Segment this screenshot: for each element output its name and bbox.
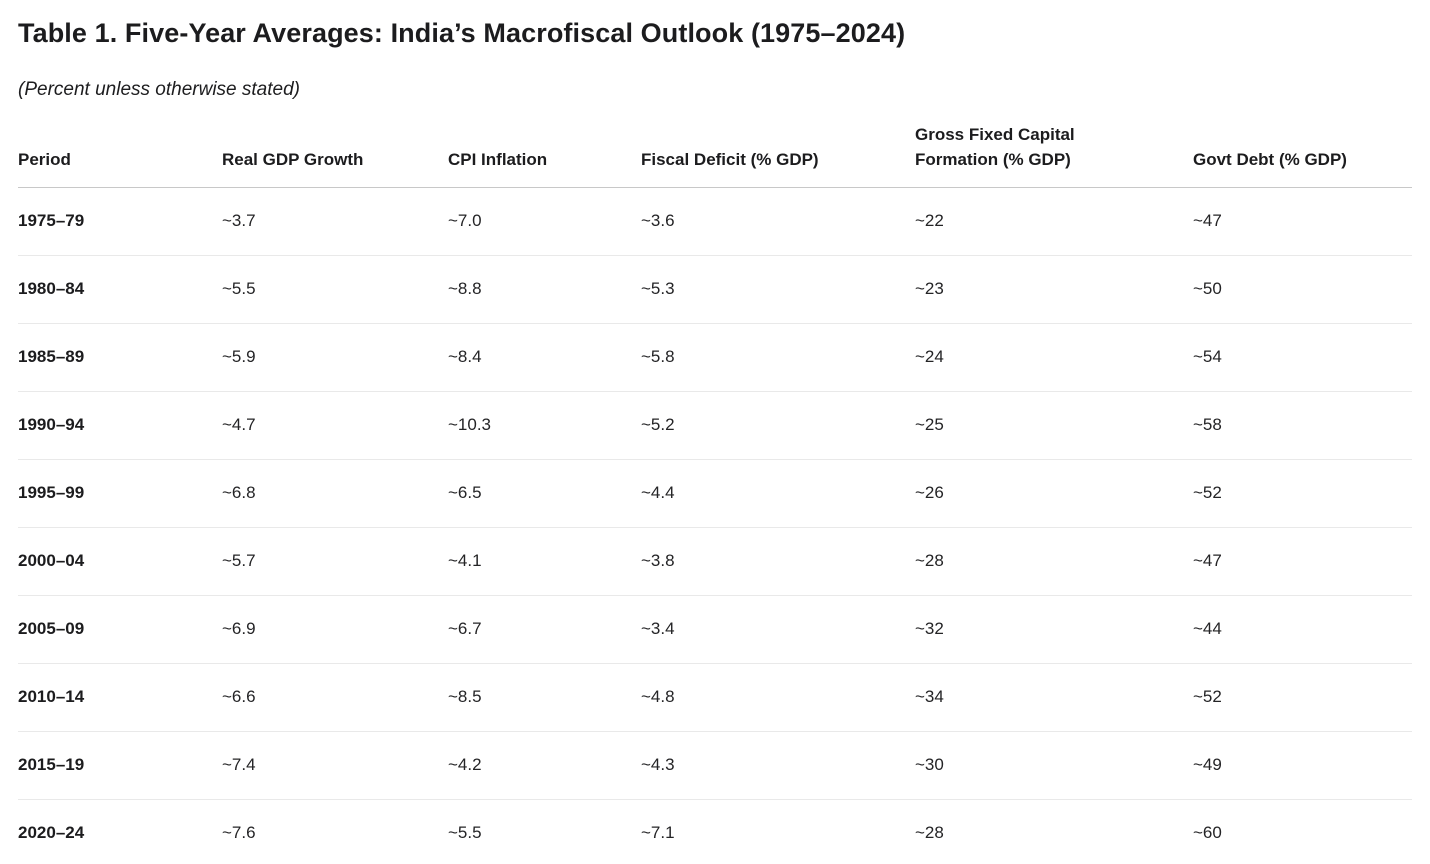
value-cell: ~4.8 xyxy=(641,663,915,732)
table-row: 1980–84 ~5.5 ~8.8 ~5.3 ~23 ~50 xyxy=(18,255,1412,324)
value-cell: ~52 xyxy=(1193,663,1412,732)
value-cell: ~5.5 xyxy=(222,255,448,324)
table-row: 2000–04 ~5.7 ~4.1 ~3.8 ~28 ~47 xyxy=(18,527,1412,596)
value-cell: ~28 xyxy=(915,823,944,843)
column-header-period: Period xyxy=(18,102,222,188)
period-cell: 1980–84 xyxy=(18,255,222,324)
value-cell: ~52 xyxy=(1193,459,1412,528)
value-cell: ~23 xyxy=(915,255,1193,324)
table-row: 1985–89 ~5.9 ~8.4 ~5.8 ~24 ~54 xyxy=(18,323,1412,392)
value-cell: ~60 xyxy=(1193,823,1222,843)
value-cell: ~24 xyxy=(915,323,1193,392)
page-subtitle: (Percent unless otherwise stated) xyxy=(18,79,300,100)
period-cell: 1995–99 xyxy=(18,459,222,528)
value-cell: ~32 xyxy=(915,595,1193,664)
period-cell: 2005–09 xyxy=(18,595,222,664)
value-cell: ~8.8 xyxy=(448,255,641,324)
value-cell: ~3.7 xyxy=(222,187,448,256)
value-cell: ~4.7 xyxy=(222,391,448,460)
value-cell: ~6.6 xyxy=(222,663,448,732)
value-cell: ~5.9 xyxy=(222,323,448,392)
table-row: 1995–99 ~6.8 ~6.5 ~4.4 ~26 ~52 xyxy=(18,459,1412,528)
table-row: 1975–79 ~3.7 ~7.0 ~3.6 ~22 ~47 xyxy=(18,187,1412,256)
value-cell: ~34 xyxy=(915,663,1193,732)
value-cell: ~6.7 xyxy=(448,595,641,664)
value-cell: ~7.0 xyxy=(448,187,641,256)
value-cell: ~7.1 xyxy=(641,823,675,843)
period-cell: 2000–04 xyxy=(18,527,222,596)
value-cell: ~58 xyxy=(1193,391,1412,460)
value-cell: ~47 xyxy=(1193,527,1412,596)
value-cell: ~5.2 xyxy=(641,391,915,460)
value-cell: ~3.4 xyxy=(641,595,915,664)
table-row: 2005–09 ~6.9 ~6.7 ~3.4 ~32 ~44 xyxy=(18,595,1412,664)
value-cell: ~6.8 xyxy=(222,459,448,528)
period-cell: 1985–89 xyxy=(18,323,222,392)
page-title: Table 1. Five-Year Averages: India’s Mac… xyxy=(18,18,906,48)
period-cell: 2020–24 xyxy=(18,823,85,843)
column-header-govt-debt: Govt Debt (% GDP) xyxy=(1193,102,1412,188)
value-cell: ~3.8 xyxy=(641,527,915,596)
column-header-fiscal-deficit: Fiscal Deficit (% GDP) xyxy=(641,102,915,188)
value-cell: ~28 xyxy=(915,527,1193,596)
value-cell: ~10.3 xyxy=(448,391,641,460)
value-cell: ~4.3 xyxy=(641,731,915,800)
value-cell: ~6.5 xyxy=(448,459,641,528)
value-cell: ~30 xyxy=(915,731,1193,800)
value-cell: ~54 xyxy=(1193,323,1412,392)
value-cell: ~49 xyxy=(1193,731,1412,800)
table-row: 1990–94 ~4.7 ~10.3 ~5.2 ~25 ~58 xyxy=(18,391,1412,460)
table-row: 2015–19 ~7.4 ~4.2 ~4.3 ~30 ~49 xyxy=(18,731,1412,800)
value-cell: ~6.9 xyxy=(222,595,448,664)
table-body: 1975–79 ~3.7 ~7.0 ~3.6 ~22 ~47 1980–84 ~… xyxy=(18,187,1412,864)
document-container: Table 1. Five-Year Averages: India’s Mac… xyxy=(0,17,1430,864)
value-cell: ~50 xyxy=(1193,255,1412,324)
value-cell: ~4.4 xyxy=(641,459,915,528)
column-header-cpi-inflation: CPI Inflation xyxy=(448,102,641,188)
table-header-row: Period Real GDP Growth CPI Inflation Fis… xyxy=(18,102,1412,188)
table-row: 2010–14 ~6.6 ~8.5 ~4.8 ~34 ~52 xyxy=(18,663,1412,732)
value-cell: ~44 xyxy=(1193,595,1412,664)
value-cell: ~7.6 xyxy=(222,823,256,843)
column-header-real-gdp-growth: Real GDP Growth xyxy=(222,102,448,188)
table-header: Period Real GDP Growth CPI Inflation Fis… xyxy=(18,102,1412,188)
period-cell: 2010–14 xyxy=(18,663,222,732)
period-cell: 1975–79 xyxy=(18,187,222,256)
value-cell: ~4.1 xyxy=(448,527,641,596)
value-cell: ~8.4 xyxy=(448,323,641,392)
value-cell: ~25 xyxy=(915,391,1193,460)
value-cell: ~8.5 xyxy=(448,663,641,732)
period-cell: 2015–19 xyxy=(18,731,222,800)
value-cell: ~7.4 xyxy=(222,731,448,800)
value-cell: ~3.6 xyxy=(641,187,915,256)
value-cell: ~5.8 xyxy=(641,323,915,392)
column-header-gfcf: Gross Fixed Capital Formation (% GDP) xyxy=(915,102,1193,188)
value-cell: ~5.7 xyxy=(222,527,448,596)
table-row: 2020–24 ~7.6 ~5.5 ~7.1 ~28 ~60 xyxy=(18,799,1412,864)
value-cell: ~47 xyxy=(1193,187,1412,256)
macrofiscal-table: Period Real GDP Growth CPI Inflation Fis… xyxy=(18,102,1412,864)
value-cell: ~22 xyxy=(915,187,1193,256)
value-cell: ~5.3 xyxy=(641,255,915,324)
value-cell: ~5.5 xyxy=(448,823,482,843)
period-cell: 1990–94 xyxy=(18,391,222,460)
value-cell: ~4.2 xyxy=(448,731,641,800)
value-cell: ~26 xyxy=(915,459,1193,528)
